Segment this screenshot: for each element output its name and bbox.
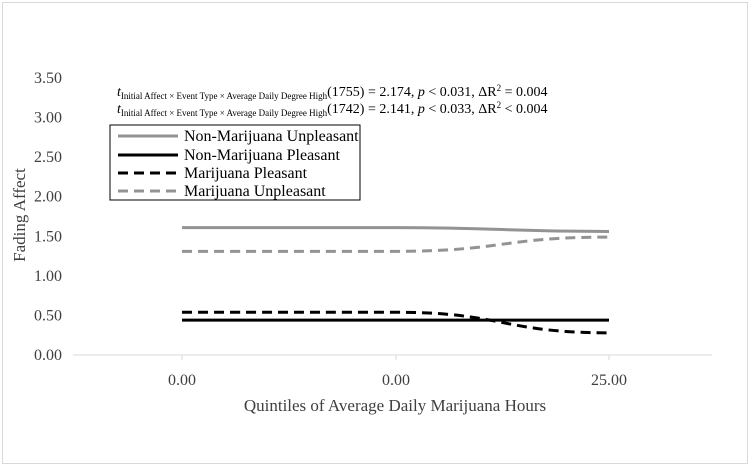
legend-box <box>109 124 361 201</box>
chart-frame <box>2 2 748 464</box>
y-axis-title: Fading Affect <box>10 168 29 262</box>
y-axis-ticks: 0.00 0.50 1.00 1.50 2.00 2.50 3.00 3.50 <box>34 70 62 364</box>
y-tick-label: 1.00 <box>34 268 62 285</box>
series-line-marijuana-unpleasant <box>181 235 610 253</box>
series-lines <box>181 226 610 335</box>
legend-label: Marijuana Unpleasant <box>184 183 326 200</box>
y-tick-label: 3.00 <box>34 110 62 127</box>
legend-label: Non-Marijuana Unpleasant <box>184 128 359 145</box>
y-tick-label: 0.50 <box>34 307 62 324</box>
x-tick-label: 0.00 <box>168 372 196 389</box>
legend-label: Non-Marijuana Pleasant <box>184 147 341 164</box>
y-tick-label: 2.50 <box>34 149 62 166</box>
stat-annotation-line: tInitial Affect × Event Type × Average D… <box>117 83 548 101</box>
y-tick-label: 3.50 <box>34 70 62 87</box>
y-tick-label: 0.00 <box>34 347 62 364</box>
series-line-marijuana-pleasant <box>182 310 610 335</box>
legend: Non-Marijuana Unpleasant Non-Marijuana Pl… <box>109 124 361 201</box>
x-axis-title: Quintiles of Average Daily Marijuana Hou… <box>244 396 546 415</box>
stat-annotation-line: tInitial Affect × Event Type × Average D… <box>117 100 548 118</box>
x-axis-ticks: 0.00 0.00 25.00 <box>168 355 627 389</box>
legend-label: Marijuana Pleasant <box>184 165 308 182</box>
series-line-non-marijuana-unpleasant <box>182 226 610 234</box>
y-tick-label: 2.00 <box>34 189 62 206</box>
x-tick-label: 25.00 <box>591 372 627 389</box>
stat-annotations: tInitial Affect × Event Type × Average D… <box>117 83 548 118</box>
x-tick-label: 0.00 <box>382 372 410 389</box>
y-tick-label: 1.50 <box>34 228 62 245</box>
